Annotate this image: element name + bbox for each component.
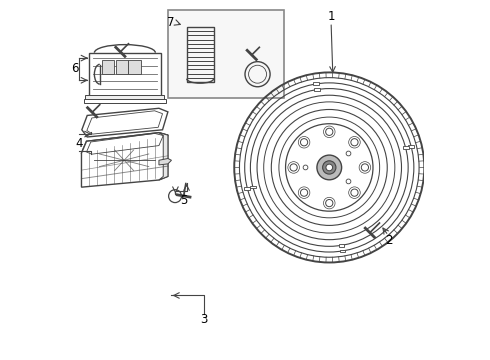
Circle shape bbox=[326, 128, 333, 135]
Polygon shape bbox=[159, 158, 171, 165]
Circle shape bbox=[346, 179, 351, 184]
Polygon shape bbox=[81, 133, 168, 187]
Bar bbox=[313, 82, 319, 85]
Text: 1: 1 bbox=[327, 10, 335, 23]
Bar bbox=[339, 244, 344, 247]
Bar bbox=[245, 187, 250, 190]
Bar bbox=[187, 27, 214, 82]
Circle shape bbox=[303, 165, 308, 170]
Text: 5: 5 bbox=[180, 194, 188, 207]
Circle shape bbox=[351, 139, 358, 146]
Bar bbox=[101, 60, 114, 74]
Circle shape bbox=[317, 155, 342, 180]
Circle shape bbox=[290, 164, 297, 171]
Circle shape bbox=[300, 189, 308, 196]
Text: 4: 4 bbox=[75, 136, 83, 149]
Circle shape bbox=[300, 139, 308, 146]
Bar bbox=[250, 186, 256, 189]
Circle shape bbox=[326, 199, 333, 207]
Circle shape bbox=[361, 164, 368, 171]
Text: 7: 7 bbox=[167, 16, 174, 29]
Bar bbox=[408, 145, 414, 148]
Polygon shape bbox=[159, 133, 168, 180]
Bar bbox=[85, 95, 164, 100]
Text: 2: 2 bbox=[385, 234, 392, 247]
Bar bbox=[340, 249, 345, 252]
Bar bbox=[314, 88, 320, 91]
Bar bbox=[89, 53, 161, 96]
Text: 6: 6 bbox=[71, 62, 78, 75]
Circle shape bbox=[326, 164, 333, 171]
Bar bbox=[403, 147, 409, 149]
Polygon shape bbox=[82, 108, 168, 137]
Bar bbox=[128, 60, 141, 74]
Polygon shape bbox=[81, 133, 168, 157]
Circle shape bbox=[346, 151, 351, 156]
Circle shape bbox=[322, 161, 336, 174]
Bar bbox=[116, 60, 128, 74]
Bar bbox=[168, 10, 285, 98]
Text: 3: 3 bbox=[200, 312, 207, 326]
Bar bbox=[84, 99, 166, 103]
Circle shape bbox=[351, 189, 358, 196]
